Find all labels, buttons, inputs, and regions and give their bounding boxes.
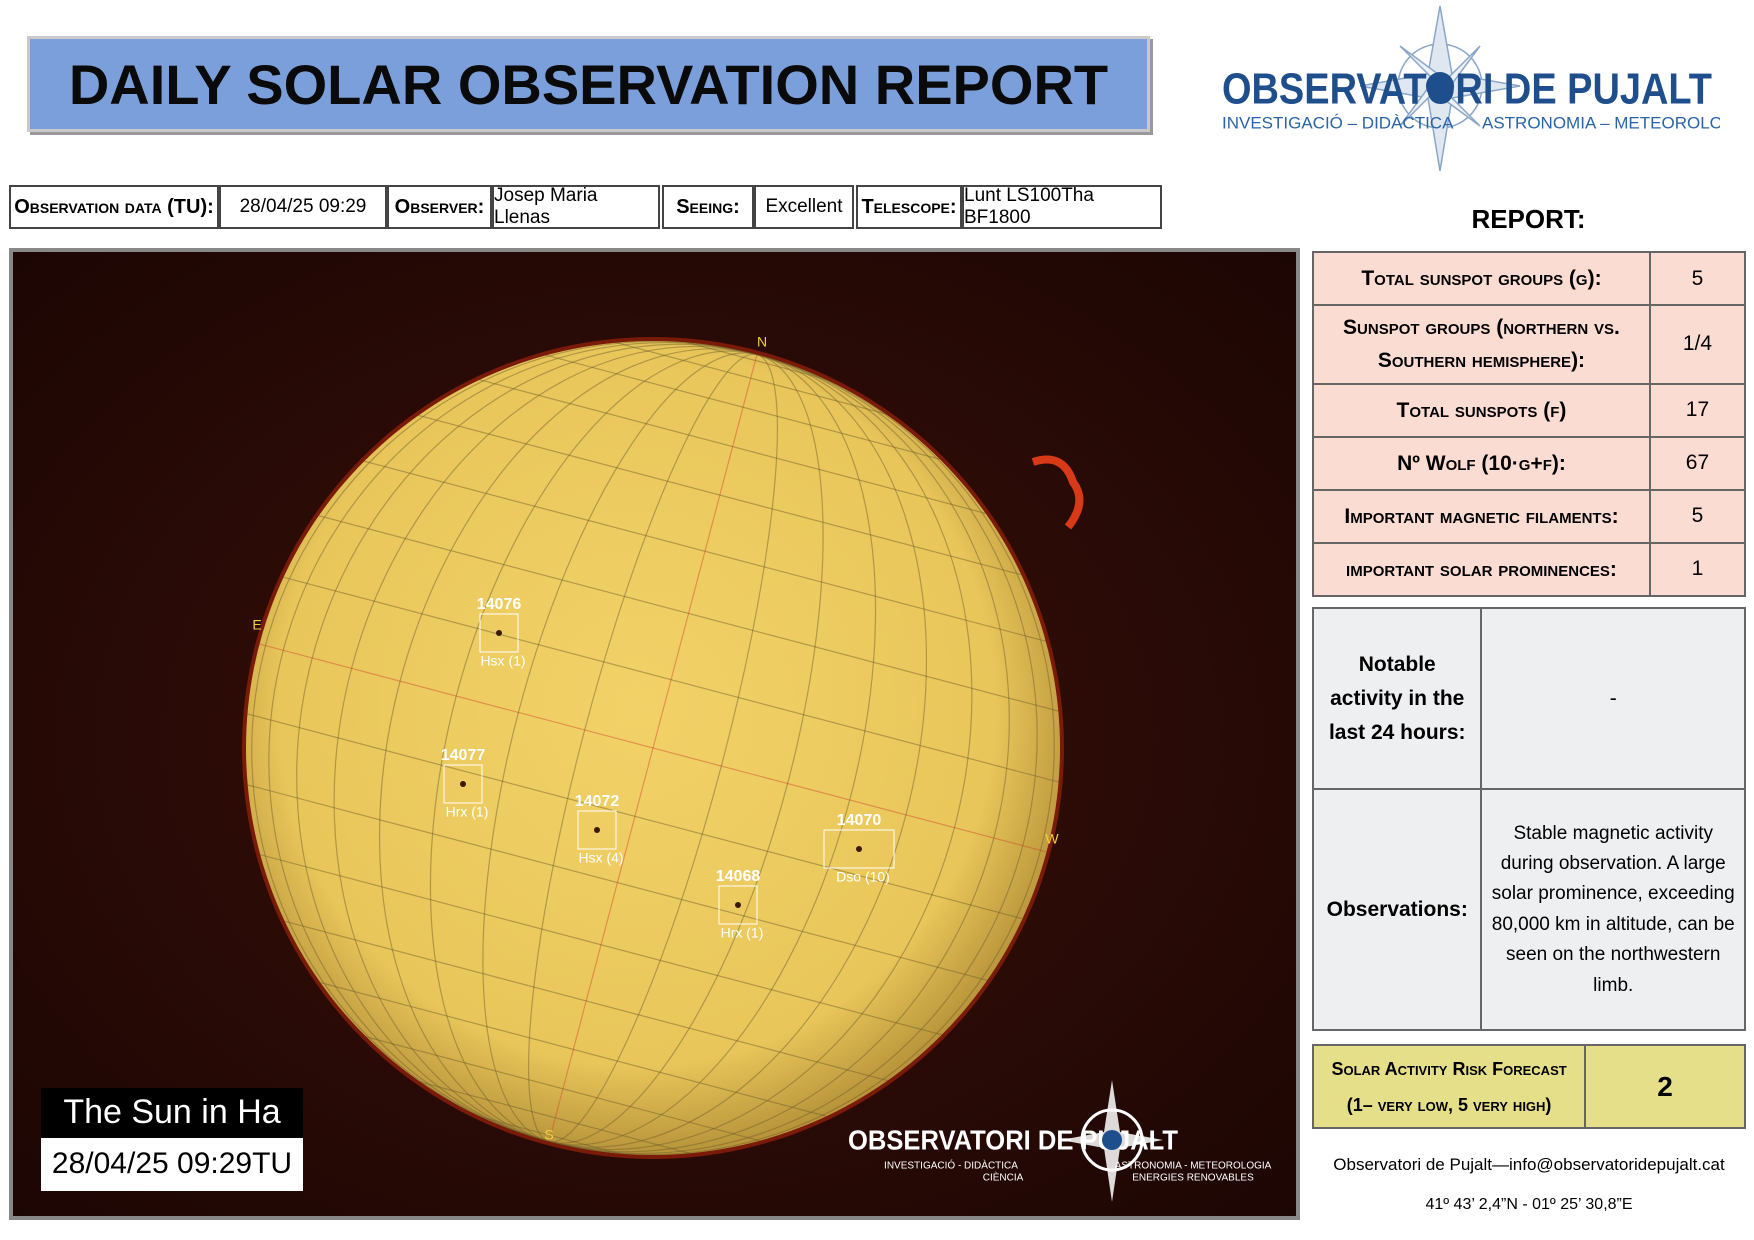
latitude-line <box>326 390 1114 600</box>
sunspot <box>496 630 502 636</box>
compass-letter: S <box>544 1127 553 1143</box>
info-value: Lunt LS100Tha BF1800 <box>962 185 1162 229</box>
report-row: Nº Wolf (10·g+f): 67 <box>1312 435 1747 491</box>
central-meridian <box>548 354 758 1142</box>
observations-label: Observations: <box>1311 788 1483 1031</box>
region-box <box>443 764 483 804</box>
region-class: Hrx (1) <box>721 925 764 941</box>
report-label: Total sunspot groups (g): <box>1312 250 1651 307</box>
region-box <box>577 810 617 850</box>
region-number: 14068 <box>716 868 761 885</box>
latitude-line <box>207 840 995 1050</box>
region-class: Hsx (4) <box>578 850 623 866</box>
report-table: Total sunspot groups (g): 5 Sunspot groups… <box>1312 250 1747 598</box>
info-value: Josep Maria Llenas <box>492 185 660 229</box>
region-class: Hsx (1) <box>480 653 525 669</box>
region-class: Hrx (1) <box>446 804 489 820</box>
logo-tagline: INVESTIGACIÓ - DIDÀCTICA <box>884 1159 1018 1172</box>
notes-table: Notable activity in the last 24 hours: - … <box>1311 606 1746 1031</box>
latitude-line <box>294 508 1083 718</box>
report-value: 5 <box>1648 250 1747 307</box>
logo-tagline: ENERGIES RENOVABLES <box>1132 1173 1254 1184</box>
notable-label: Notable activity in the last 24 hours: <box>1311 606 1483 791</box>
timestamp: 28/04/25 09:29TU <box>52 1147 292 1180</box>
report-row: important solar prominences: 1 <box>1312 541 1747 598</box>
report-row: Important magnetic filaments: 5 <box>1312 488 1747 544</box>
forecast-scale: (1– very low, 5 very high) <box>1346 1094 1552 1115</box>
compass-letter: E <box>252 617 261 633</box>
info-value: Excellent <box>754 185 854 229</box>
report-heading: REPORT: <box>1471 204 1586 234</box>
header-logo: OBSERVATORI DE PUJALT INVESTIGACIÓ – DID… <box>1222 6 1720 172</box>
compass-letter: N <box>757 334 767 350</box>
region-box <box>479 613 519 653</box>
footer-contact: Observatori de Pujalt—info@observatoride… <box>1333 1155 1725 1174</box>
logo-dot <box>1426 72 1454 100</box>
sunspot <box>735 902 741 908</box>
latitude-line <box>277 575 1065 785</box>
forecast-label: Solar Activity Risk Forecast <box>1331 1058 1567 1079</box>
caption-box <box>41 1088 303 1138</box>
logo-name: OBSERVATORI DE PUJALT <box>1222 65 1712 114</box>
logo-name: OBSERVATORI DE PUJALT <box>848 1124 1178 1155</box>
region-class: Dso (10) <box>836 869 890 885</box>
latitude-line <box>192 896 980 1106</box>
report-row: Total sunspots (f) 17 <box>1312 382 1747 438</box>
info-label: Observation data (TU): <box>9 185 219 229</box>
logo-tagline: ASTRONOMIA – METEOROLOGIA <box>1482 113 1720 132</box>
report-value: 17 <box>1648 382 1747 438</box>
sun-image: N E W S 14076 Hsx (1) 14077 Hrx (1) 14072 Hsx (4)… <box>9 248 1300 1220</box>
region-number: 14077 <box>441 747 486 764</box>
report-label: Sunspot groups (northern vs. Southern he… <box>1312 304 1651 385</box>
region-number: 14072 <box>575 793 620 810</box>
logo-tagline: INVESTIGACIÓ – DIDÀCTICA <box>1222 113 1454 132</box>
region-box <box>823 829 895 869</box>
logo-tagline: CIÈNCIA <box>983 1171 1024 1184</box>
report-row: Sunspot groups (northern vs. Southern he… <box>1312 304 1747 385</box>
timestamp-box <box>41 1138 303 1191</box>
forecast-value: 2 <box>1584 1044 1746 1129</box>
report-label: Nº Wolf (10·g+f): <box>1312 435 1651 491</box>
report-row: Total sunspot groups (g): 5 <box>1312 250 1747 307</box>
info-label: Observer: <box>387 185 492 229</box>
report-label: Important magnetic filaments: <box>1312 488 1651 544</box>
forecast: Solar Activity Risk Forecast (1– very low… <box>1311 1044 1746 1129</box>
report-label: important solar prominences: <box>1312 541 1651 598</box>
latitude-line <box>223 778 1012 988</box>
compass-letter: W <box>1045 831 1059 847</box>
observations-value: Stable magnetic activity during observat… <box>1480 788 1746 1031</box>
sunspot <box>856 846 862 852</box>
footer-coordinates: 41º 43’ 2,4”N - 01º 25’ 30,8”E <box>1425 1196 1633 1213</box>
latitude-line <box>311 446 1099 656</box>
notable-value: - <box>1480 606 1746 791</box>
report-label: Total sunspots (f) <box>1312 382 1651 438</box>
region-box <box>718 885 758 925</box>
report-value: 67 <box>1648 435 1747 491</box>
info-value: 28/04/25 09:29 <box>219 185 387 229</box>
info-label: Seeing: <box>662 185 754 229</box>
report-title: DAILY SOLAR OBSERVATION REPORT <box>27 36 1150 132</box>
region-number: 14076 <box>477 596 522 613</box>
report-value: 1 <box>1648 541 1747 598</box>
latitude-line <box>259 643 1047 853</box>
caption: The Sun in Ha <box>63 1093 280 1131</box>
report-value: 1/4 <box>1648 304 1747 385</box>
sunspot <box>460 781 466 787</box>
region-number: 14070 <box>837 812 882 829</box>
logo-dot <box>1102 1130 1122 1150</box>
latitude-line <box>241 711 1029 921</box>
info-label: Telescope: <box>856 185 962 229</box>
sunspot <box>594 827 600 833</box>
logo-tagline: ASTRONOMIA - METEOROLOGIA <box>1115 1161 1272 1172</box>
report-value: 5 <box>1648 488 1747 544</box>
